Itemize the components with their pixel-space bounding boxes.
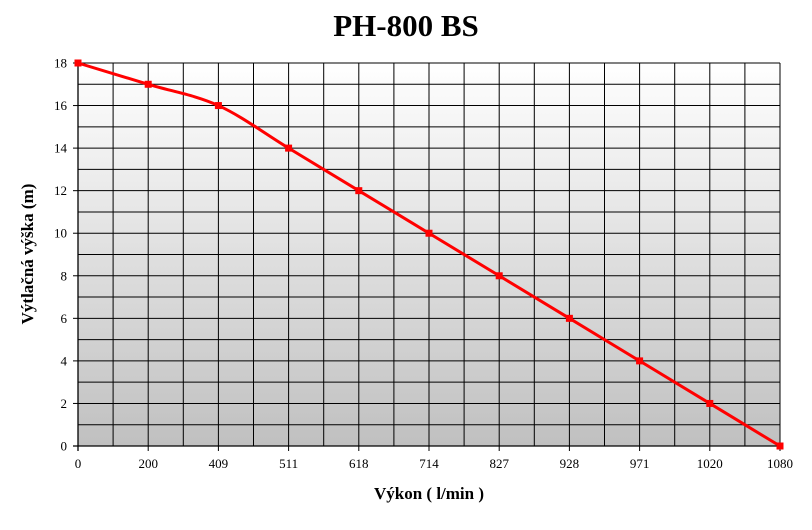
x-tick-label: 971 bbox=[630, 456, 650, 471]
data-point-marker bbox=[144, 80, 152, 88]
x-tick-label: 827 bbox=[489, 456, 509, 471]
data-point-marker bbox=[706, 399, 714, 407]
y-tick-label: 8 bbox=[61, 268, 68, 283]
data-point-marker bbox=[636, 357, 644, 365]
x-tick-label: 714 bbox=[419, 456, 439, 471]
x-tick-label: 409 bbox=[209, 456, 229, 471]
y-tick-label: 2 bbox=[61, 396, 68, 411]
x-tick-labels: 0 200 409 511 618 714 827 928 971 1020 1080 bbox=[75, 456, 793, 471]
x-tick-label: 618 bbox=[349, 456, 369, 471]
data-point-marker bbox=[74, 59, 82, 67]
y-tick-label: 12 bbox=[54, 183, 67, 198]
y-tick-label: 14 bbox=[54, 141, 68, 156]
chart-title: PH-800 BS bbox=[333, 8, 479, 43]
data-point-marker bbox=[355, 187, 363, 195]
y-tick-label: 18 bbox=[54, 56, 67, 71]
x-tick-label: 928 bbox=[560, 456, 580, 471]
data-point-marker bbox=[495, 272, 503, 280]
x-tick-label: 0 bbox=[75, 456, 82, 471]
data-point-marker bbox=[425, 229, 433, 237]
series-group bbox=[74, 59, 784, 450]
y-axis-title: Výtlačná výška (m) bbox=[18, 183, 37, 325]
data-point-marker bbox=[285, 144, 293, 152]
x-axis-title: Výkon ( l/min ) bbox=[373, 484, 485, 503]
y-tick-label: 4 bbox=[61, 353, 68, 368]
data-point-marker bbox=[776, 442, 784, 450]
x-tick-label: 511 bbox=[279, 456, 298, 471]
x-tick-label: 1020 bbox=[697, 456, 723, 471]
y-tick-labels: 0 2 4 6 8 10 12 14 16 18 bbox=[54, 56, 68, 454]
data-point-marker bbox=[214, 102, 222, 110]
y-tick-label: 16 bbox=[54, 98, 68, 113]
x-tick-label: 1080 bbox=[767, 456, 793, 471]
data-point-marker bbox=[565, 314, 573, 322]
y-tick-label: 6 bbox=[61, 311, 68, 326]
y-tick-label: 10 bbox=[54, 226, 67, 241]
gridlines bbox=[77, 62, 781, 447]
x-tick-label: 200 bbox=[138, 456, 158, 471]
y-tick-label: 0 bbox=[61, 439, 68, 454]
